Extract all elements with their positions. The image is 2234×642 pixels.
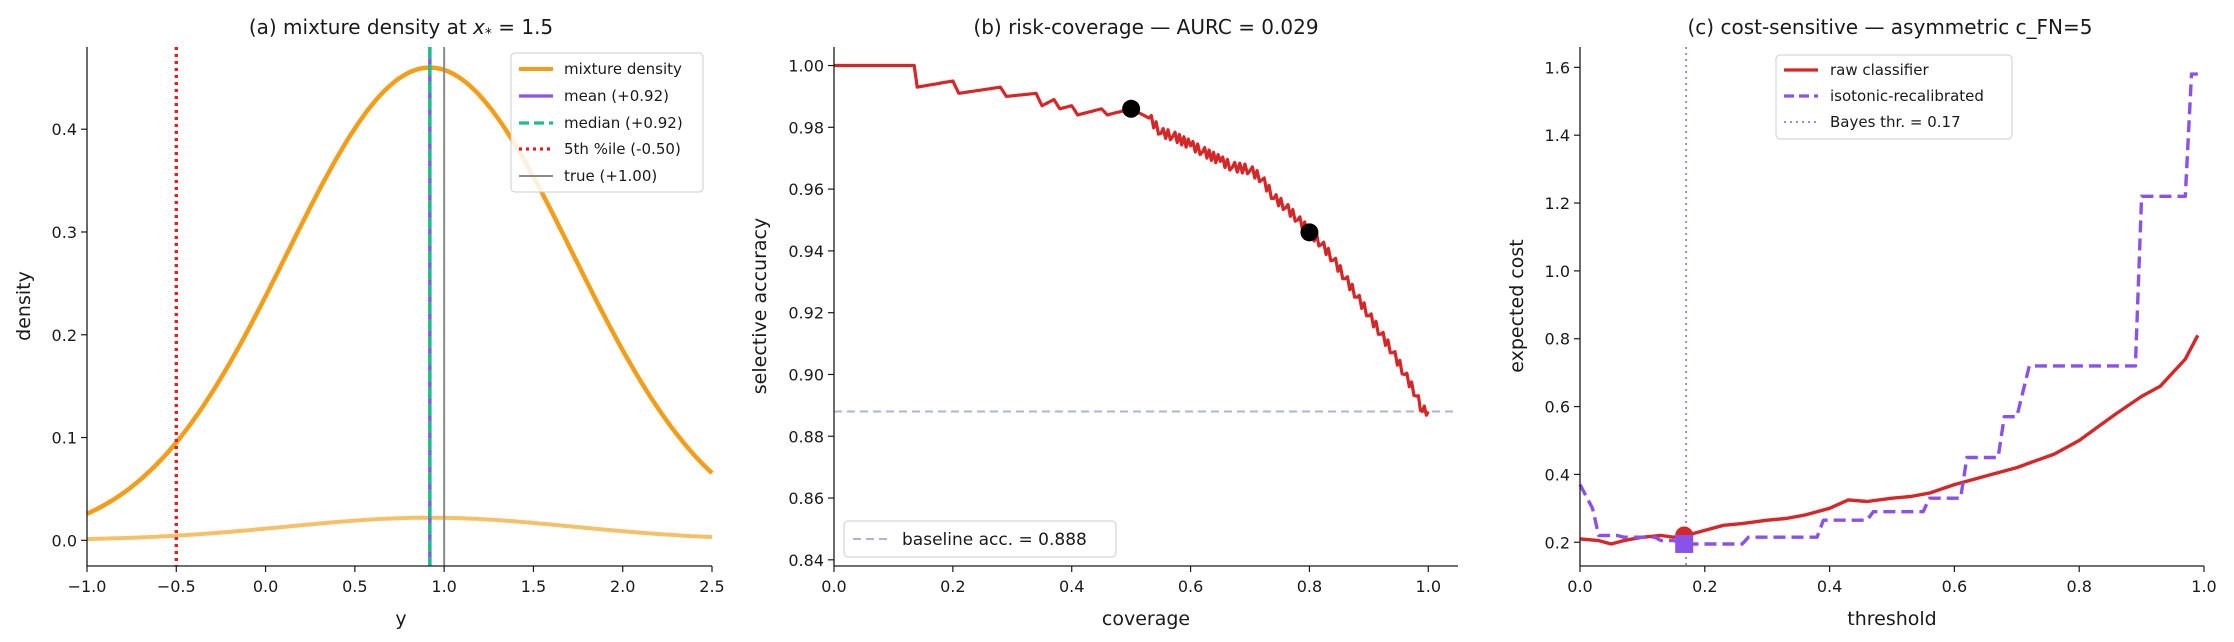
x-tick-label: 1.0 [1416, 577, 1441, 596]
y-tick-label: 0.94 [788, 242, 824, 261]
panel-c-x-ticks: 0.0 0.2 0.4 0.6 0.8 1.0 [1567, 566, 2217, 596]
x-tick-label: 0.0 [1567, 577, 1592, 596]
operating-point-marker [1122, 99, 1141, 118]
x-tick-label: 1.5 [521, 577, 546, 596]
panel-c-y-label: expected cost [1506, 239, 1528, 372]
panel-c-legend: raw classifier isotonic-recalibrated Bay… [1775, 54, 2013, 140]
panel-b-legend: baseline acc. = 0.888 [843, 520, 1117, 558]
panel-a-x-label: y [395, 608, 406, 630]
x-tick-label: 0.2 [1692, 577, 1717, 596]
panel-b-plot-area [834, 63, 1458, 417]
legend-box [843, 520, 1117, 558]
legend-label-mixture: mixture density [564, 60, 682, 78]
legend-label-5th: 5th %ile (-0.50) [564, 140, 681, 158]
x-tick-label: 0.6 [1178, 577, 1203, 596]
isotonic-recalibrated-line [1578, 72, 2198, 546]
y-tick-label: 0.96 [788, 180, 824, 199]
panel-a: (a) mixture density at x* = 1.5 −1.0 −0.5… [13, 15, 725, 630]
panel-c-title: (c) cost-sensitive — asymmetric c_FN=5 [1688, 15, 2093, 39]
x-tick-label: 0.8 [1297, 577, 1322, 596]
y-tick-label: 0.2 [1545, 533, 1570, 552]
x-tick-label: 2.0 [610, 577, 635, 596]
y-tick-label: 0.8 [1545, 330, 1570, 349]
risk-coverage-curve [834, 63, 1430, 417]
x-tick-label: 0.0 [821, 577, 846, 596]
y-tick-label: 0.0 [52, 531, 77, 550]
y-tick-label: 0.6 [1545, 398, 1570, 417]
x-tick-label: −0.5 [157, 577, 196, 596]
panel-a-y-ticks: 0.0 0.1 0.2 0.3 0.4 [52, 120, 87, 550]
x-tick-label: 0.5 [342, 577, 367, 596]
mixture-density-line [86, 65, 714, 516]
panel-a-y-label: density [13, 271, 35, 341]
panel-a-plot-area [86, 47, 714, 566]
x-tick-label: −1.0 [68, 577, 107, 596]
legend-label-true: true (+1.00) [564, 167, 657, 185]
panel-b-title: (b) risk-coverage — AURC = 0.029 [973, 15, 1318, 39]
panel-b-y-ticks: 0.84 0.86 0.88 0.90 0.92 0.94 0.96 0.98 1.00 [788, 57, 834, 570]
panel-a-title: (a) mixture density at x* = 1.5 [249, 15, 553, 42]
y-tick-label: 0.4 [1545, 465, 1570, 484]
legend-label-bayes: Bayes thr. = 0.17 [1830, 113, 1961, 131]
isotonic-optimum-marker [1675, 534, 1694, 553]
legend-label-baseline: baseline acc. = 0.888 [902, 530, 1087, 550]
panel-c-y-ticks: 0.2 0.4 0.6 0.8 1.0 1.2 1.4 1.6 [1545, 58, 1580, 552]
y-tick-label: 0.4 [52, 120, 77, 139]
y-tick-label: 0.84 [788, 551, 824, 570]
y-tick-label: 1.6 [1545, 58, 1570, 77]
panel-a-legend: mixture density mean (+0.92) median (+0.… [510, 52, 704, 193]
panel-c: (c) cost-sensitive — asymmetric c_FN=5 0… [1506, 15, 2217, 630]
component-density-line [87, 515, 713, 541]
y-tick-label: 1.0 [1545, 262, 1570, 281]
x-tick-label: 1.0 [2191, 577, 2216, 596]
x-tick-label: 2.5 [699, 577, 724, 596]
y-tick-label: 0.3 [52, 223, 77, 242]
x-tick-label: 0.4 [1817, 577, 1842, 596]
legend-label-median: median (+0.92) [564, 114, 683, 132]
x-tick-label: 0.0 [253, 577, 278, 596]
panel-b: (b) risk-coverage — AURC = 0.029 0.0 0.2 0… [749, 15, 1458, 630]
y-tick-label: 0.90 [788, 365, 824, 384]
x-tick-label: 0.8 [2066, 577, 2091, 596]
panel-a-x-ticks: −1.0 −0.5 0.0 0.5 1.0 1.5 2.0 2.5 [68, 566, 725, 596]
y-tick-label: 0.92 [788, 304, 824, 323]
legend-label-isotonic: isotonic-recalibrated [1830, 87, 1984, 105]
y-tick-label: 1.4 [1545, 126, 1570, 145]
y-tick-label: 0.1 [52, 429, 77, 448]
legend-box [1775, 54, 2013, 140]
panel-c-x-label: threshold [1847, 608, 1936, 630]
panel-b-x-label: coverage [1102, 608, 1190, 630]
panel-b-y-label: selective accuracy [749, 218, 771, 394]
y-tick-label: 0.2 [52, 326, 77, 345]
x-tick-label: 1.0 [431, 577, 456, 596]
panel-c-plot-area [1578, 47, 2200, 566]
y-tick-label: 1.00 [788, 57, 824, 76]
x-tick-label: 0.2 [940, 577, 965, 596]
x-tick-label: 0.6 [1942, 577, 1967, 596]
panel-b-x-ticks: 0.0 0.2 0.4 0.6 0.8 1.0 [821, 566, 1441, 596]
raw-classifier-line [1579, 334, 2200, 546]
legend-box [510, 52, 704, 193]
y-tick-label: 0.86 [788, 489, 824, 508]
y-tick-label: 1.2 [1545, 194, 1570, 213]
y-tick-label: 0.88 [788, 427, 824, 446]
legend-label-raw: raw classifier [1830, 61, 1929, 79]
legend-label-mean: mean (+0.92) [564, 87, 669, 105]
operating-point-marker [1300, 223, 1319, 242]
x-tick-label: 0.4 [1059, 577, 1084, 596]
y-tick-label: 0.98 [788, 118, 824, 137]
